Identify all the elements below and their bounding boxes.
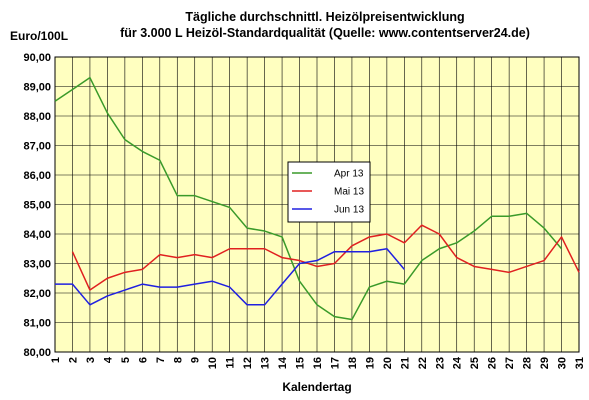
x-tick-label: 8 bbox=[172, 357, 184, 363]
legend-label: Apr 13 bbox=[334, 169, 364, 180]
x-tick-label: 3 bbox=[85, 357, 97, 363]
x-tick-label: 7 bbox=[155, 357, 167, 363]
y-tick-labels: 80,00 81,00 82,00 83,00 84,00 85,00 86,00 87,00… bbox=[23, 52, 51, 359]
x-tick-label: 23 bbox=[434, 357, 446, 369]
y-tick-label: 81,00 bbox=[23, 318, 51, 330]
x-tick-label: 18 bbox=[347, 357, 359, 369]
legend: Apr 13 Mai 13 Jun 13 bbox=[287, 161, 371, 223]
x-tick-label: 26 bbox=[487, 357, 499, 369]
series-line-mai-13 bbox=[71, 224, 580, 291]
legend-label: Mai 13 bbox=[334, 187, 364, 198]
x-tick-label: 28 bbox=[522, 357, 534, 369]
y-tick-label: 86,00 bbox=[23, 170, 51, 182]
x-tick-label: 10 bbox=[207, 357, 219, 369]
x-tick-label: 15 bbox=[295, 357, 307, 369]
x-tick-label: 25 bbox=[469, 357, 481, 369]
x-tick-label: 1 bbox=[50, 357, 62, 363]
series-line-apr-13 bbox=[54, 76, 563, 321]
y-tick-label: 85,00 bbox=[23, 200, 51, 212]
y-tick-label: 87,00 bbox=[23, 141, 51, 153]
y-tick-label: 89,00 bbox=[23, 82, 51, 94]
legend-box bbox=[287, 161, 371, 223]
x-tick-label: 29 bbox=[539, 357, 551, 369]
x-tick-label: 30 bbox=[557, 357, 569, 369]
chart-subtitle: für 3.000 L Heizöl-Standardqualität (Que… bbox=[120, 26, 530, 40]
series-layer bbox=[54, 76, 580, 321]
x-tick-label: 14 bbox=[277, 356, 289, 369]
y-tick-label: 83,00 bbox=[23, 259, 51, 271]
x-tick-label: 12 bbox=[242, 357, 254, 369]
x-tick-label: 22 bbox=[417, 357, 429, 369]
y-tick-label: 84,00 bbox=[23, 229, 51, 241]
x-tick-label: 17 bbox=[329, 357, 341, 369]
x-tick-label: 6 bbox=[137, 357, 149, 363]
x-tick-label: 27 bbox=[504, 357, 516, 369]
x-tick-label: 16 bbox=[312, 357, 324, 369]
y-tick-label: 80,00 bbox=[23, 347, 51, 359]
x-tick-label: 11 bbox=[225, 357, 237, 369]
series-line-jun-13 bbox=[55, 248, 405, 306]
y-tick-label: 82,00 bbox=[23, 288, 51, 300]
y-tick-label: 90,00 bbox=[23, 52, 51, 64]
x-tick-label: 13 bbox=[260, 357, 272, 369]
x-tick-label: 2 bbox=[67, 357, 79, 363]
y-tick-label: 88,00 bbox=[23, 111, 51, 123]
x-tick-label: 31 bbox=[574, 357, 586, 369]
x-tick-label: 9 bbox=[190, 357, 202, 363]
x-tick-labels: 1 2 3 4 5 6 7 8 9 10 11 12 13 14 15 16 17 18 19 20 21 22 23 24 2… bbox=[50, 356, 586, 369]
x-tick-label: 5 bbox=[120, 357, 132, 363]
legend-label: Jun 13 bbox=[334, 205, 364, 216]
x-tick-label: 19 bbox=[364, 357, 376, 369]
x-tick-label: 4 bbox=[102, 356, 114, 363]
x-axis-label: Kalendertag bbox=[282, 380, 351, 394]
chart-title: Tägliche durchschnittl. Heizölpreisentwi… bbox=[185, 10, 465, 24]
x-tick-label: 24 bbox=[452, 356, 464, 369]
y-axis-label: Euro/100L bbox=[10, 29, 69, 43]
x-tick-label: 21 bbox=[399, 357, 411, 369]
x-tick-label: 20 bbox=[382, 357, 394, 369]
